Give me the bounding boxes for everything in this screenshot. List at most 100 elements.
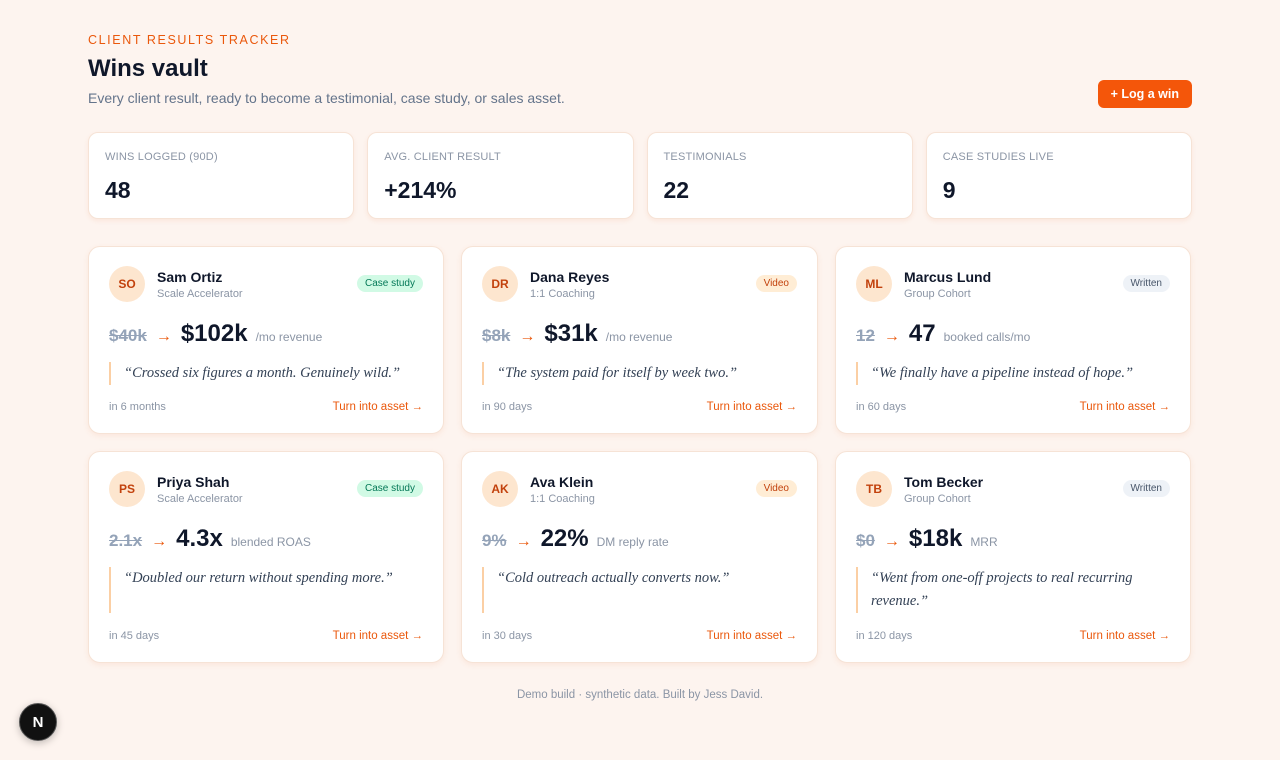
result-metric: $0 → $18k MRR xyxy=(856,525,1170,553)
result-metric: 9% → 22% DM reply rate xyxy=(482,525,797,553)
dev-tools-badge[interactable]: N xyxy=(19,703,57,741)
client-program: Group Cohort xyxy=(904,492,971,505)
metric-before: $40k xyxy=(109,326,147,345)
turn-into-asset-link[interactable]: Turn into asset → xyxy=(706,401,797,413)
stat-card-testimonials: TESTIMONIALS 22 xyxy=(646,132,913,219)
stat-card-wins-logged: WINS LOGGED (90D) 48 xyxy=(88,132,355,219)
stat-label: AVG. CLIENT RESULT xyxy=(384,151,501,163)
client-name: Ava Klein xyxy=(530,473,594,490)
client-name: Priya Shah xyxy=(157,473,230,490)
client-info: Tom Becker Group Cohort xyxy=(904,474,983,505)
asset-type-badge: Case study xyxy=(356,480,423,497)
asset-type-badge: Video xyxy=(755,275,797,292)
metric-unit: MRR xyxy=(970,535,998,549)
result-metric: 12 → 47 booked calls/mo xyxy=(856,320,1170,348)
win-card: ML Marcus Lund Group Cohort Written 12 →… xyxy=(835,246,1191,434)
client-info: Dana Reyes 1:1 Coaching xyxy=(530,269,609,300)
avatar: AK xyxy=(482,471,518,507)
win-card: SO Sam Ortiz Scale Accelerator Case stud… xyxy=(88,246,444,434)
result-metric: $40k → $102k /mo revenue xyxy=(109,320,423,348)
metric-before: 9% xyxy=(482,531,507,550)
arrow-right-icon: → xyxy=(883,328,900,345)
client-name: Tom Becker xyxy=(904,473,984,490)
metric-before: 2.1x xyxy=(109,531,143,550)
log-win-button[interactable]: + Log a win xyxy=(1097,80,1192,108)
avatar: DR xyxy=(482,266,518,302)
client-name: Dana Reyes xyxy=(530,268,610,285)
testimonial-quote: “Doubled our return without spending mor… xyxy=(109,567,423,613)
turn-into-asset-link[interactable]: Turn into asset → xyxy=(332,630,423,642)
client-program: 1:1 Coaching xyxy=(530,287,595,300)
client-name: Marcus Lund xyxy=(904,268,992,285)
asset-type-badge: Written xyxy=(1122,480,1170,497)
stat-card-avg-result: AVG. CLIENT RESULT +214% xyxy=(367,132,634,219)
result-timeframe: in 120 days xyxy=(856,630,913,642)
turn-into-asset-link[interactable]: Turn into asset → xyxy=(1079,401,1170,413)
win-card: DR Dana Reyes 1:1 Coaching Video $8k → $… xyxy=(461,246,818,434)
avatar: PS xyxy=(109,471,145,507)
avatar: TB xyxy=(856,471,892,507)
metric-after: 47 xyxy=(908,320,936,347)
client-program: Scale Accelerator xyxy=(157,287,243,300)
stat-label: TESTIMONIALS xyxy=(663,151,747,163)
metric-before: 12 xyxy=(856,326,875,345)
testimonial-quote: “The system paid for itself by week two.… xyxy=(482,362,797,385)
win-card-header: SO Sam Ortiz Scale Accelerator xyxy=(109,266,423,302)
client-info: Ava Klein 1:1 Coaching xyxy=(530,474,595,505)
metric-unit: /mo revenue xyxy=(255,330,323,344)
metric-before: $0 xyxy=(856,531,875,550)
result-timeframe: in 90 days xyxy=(482,401,533,413)
metric-after: $18k xyxy=(908,525,963,552)
footer-note: Demo build · synthetic data. Built by Je… xyxy=(516,689,764,701)
win-card-header: ML Marcus Lund Group Cohort xyxy=(856,266,1170,302)
asset-type-badge: Video xyxy=(755,480,797,497)
stat-card-case-studies: CASE STUDIES LIVE 9 xyxy=(925,132,1192,219)
stat-label: WINS LOGGED (90D) xyxy=(105,151,218,163)
turn-into-asset-link[interactable]: Turn into asset → xyxy=(332,401,423,413)
testimonial-quote: “Cold outreach actually converts now.” xyxy=(482,567,797,613)
stats-row: WINS LOGGED (90D) 48 AVG. CLIENT RESULT … xyxy=(88,132,1192,219)
arrow-right-icon: → xyxy=(515,533,532,550)
turn-into-asset-link[interactable]: Turn into asset → xyxy=(1079,630,1170,642)
metric-unit: DM reply rate xyxy=(596,535,669,549)
arrow-right-icon: → xyxy=(883,533,900,550)
client-info: Sam Ortiz Scale Accelerator xyxy=(157,269,243,300)
win-card-header: TB Tom Becker Group Cohort xyxy=(856,471,1170,507)
win-card: TB Tom Becker Group Cohort Written $0 → … xyxy=(835,451,1191,663)
arrow-right-icon: → xyxy=(519,328,536,345)
client-info: Priya Shah Scale Accelerator xyxy=(157,474,243,505)
win-card-footer: in 30 days Turn into asset → xyxy=(482,630,797,642)
page-title: Wins vault xyxy=(88,55,208,82)
stat-value: +214% xyxy=(384,177,457,203)
win-card: AK Ava Klein 1:1 Coaching Video 9% → 22%… xyxy=(461,451,818,663)
result-timeframe: in 45 days xyxy=(109,630,160,642)
testimonial-quote: “Went from one-off projects to real recu… xyxy=(856,567,1170,613)
result-timeframe: in 30 days xyxy=(482,630,533,642)
win-card-header: DR Dana Reyes 1:1 Coaching xyxy=(482,266,797,302)
stat-label: CASE STUDIES LIVE xyxy=(942,151,1054,163)
client-program: 1:1 Coaching xyxy=(530,492,595,505)
win-card-footer: in 60 days Turn into asset → xyxy=(856,401,1170,413)
asset-type-badge: Case study xyxy=(356,275,423,292)
avatar: ML xyxy=(856,266,892,302)
avatar: SO xyxy=(109,266,145,302)
client-name: Sam Ortiz xyxy=(157,268,223,285)
win-card: PS Priya Shah Scale Accelerator Case stu… xyxy=(88,451,444,663)
result-timeframe: in 60 days xyxy=(856,401,907,413)
stat-value: 48 xyxy=(105,177,131,203)
metric-before: $8k xyxy=(482,326,511,345)
win-card-footer: in 6 months Turn into asset → xyxy=(109,401,423,413)
arrow-right-icon: → xyxy=(151,533,168,550)
result-metric: 2.1x → 4.3x blended ROAS xyxy=(109,525,423,553)
win-card-footer: in 120 days Turn into asset → xyxy=(856,630,1170,642)
testimonial-quote: “We finally have a pipeline instead of h… xyxy=(856,362,1170,385)
metric-unit: booked calls/mo xyxy=(943,330,1031,344)
asset-type-badge: Written xyxy=(1122,275,1170,292)
page-subtitle: Every client result, ready to become a t… xyxy=(88,90,565,106)
turn-into-asset-link[interactable]: Turn into asset → xyxy=(706,630,797,642)
page-eyebrow: CLIENT RESULTS TRACKER xyxy=(88,33,291,47)
result-timeframe: in 6 months xyxy=(109,401,166,413)
wins-grid: SO Sam Ortiz Scale Accelerator Case stud… xyxy=(88,246,1192,663)
metric-after: $31k xyxy=(544,320,598,347)
win-card-header: PS Priya Shah Scale Accelerator xyxy=(109,471,423,507)
